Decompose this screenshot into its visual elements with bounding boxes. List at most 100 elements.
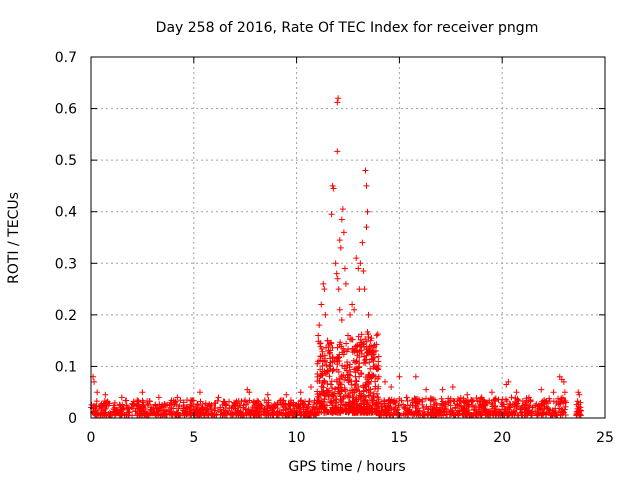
data-point	[359, 239, 366, 246]
data-point	[436, 407, 443, 414]
data-point	[114, 407, 121, 414]
data-point	[385, 400, 392, 407]
data-point	[375, 396, 382, 403]
data-point	[473, 395, 480, 402]
x-axis-label: GPS time / hours	[288, 459, 405, 475]
data-point	[356, 364, 363, 371]
data-point	[282, 410, 289, 417]
data-point	[382, 403, 389, 410]
data-point	[552, 405, 559, 412]
data-point	[370, 343, 377, 350]
data-point	[176, 403, 183, 410]
x-tick-label: 15	[390, 430, 408, 446]
data-point	[317, 366, 324, 373]
y-tick-label: 0.7	[55, 50, 77, 66]
data-point	[377, 400, 384, 407]
data-point	[255, 400, 262, 407]
data-point	[514, 396, 521, 403]
data-point	[517, 410, 524, 417]
data-point	[461, 399, 468, 406]
data-point	[243, 412, 250, 419]
data-point	[296, 404, 303, 411]
data-point	[336, 375, 343, 382]
data-point	[574, 398, 581, 405]
data-point	[316, 404, 323, 411]
data-point	[406, 408, 413, 415]
data-point	[264, 391, 271, 398]
data-point	[356, 388, 363, 395]
data-point	[297, 389, 304, 396]
data-point	[318, 383, 325, 390]
data-point	[335, 95, 342, 102]
data-point	[358, 331, 365, 338]
data-point	[125, 404, 132, 411]
data-point	[422, 395, 429, 402]
data-point	[373, 399, 380, 406]
data-point	[288, 408, 295, 415]
data-point	[330, 397, 337, 404]
data-point	[177, 397, 184, 404]
data-point	[508, 410, 515, 417]
data-point	[343, 367, 350, 374]
data-point	[367, 389, 374, 396]
data-point	[258, 411, 265, 418]
data-point	[346, 361, 353, 368]
data-point	[212, 399, 219, 406]
data-point	[349, 408, 356, 415]
data-point	[353, 342, 360, 349]
data-point	[362, 381, 369, 388]
data-point	[403, 394, 410, 401]
data-point	[345, 332, 351, 339]
data-point	[390, 411, 397, 418]
data-point	[327, 355, 334, 362]
data-point	[339, 206, 346, 213]
data-point	[191, 409, 198, 416]
data-point	[314, 397, 321, 404]
data-point	[102, 406, 109, 413]
data-point	[538, 386, 545, 393]
data-point	[465, 402, 472, 409]
data-point	[369, 409, 376, 416]
data-point	[521, 412, 528, 419]
data-point	[353, 387, 360, 394]
data-point	[355, 383, 362, 390]
data-point	[478, 411, 485, 418]
data-point	[394, 406, 401, 413]
data-point	[365, 371, 372, 378]
data-point	[110, 405, 117, 412]
data-point	[375, 353, 382, 360]
data-point	[358, 341, 365, 348]
data-point	[347, 311, 354, 318]
data-point	[575, 389, 582, 396]
data-point	[321, 392, 328, 399]
data-point	[358, 409, 365, 416]
data-point	[215, 394, 222, 401]
data-point	[433, 404, 440, 411]
data-point	[98, 404, 105, 411]
data-point	[398, 397, 405, 404]
data-point	[527, 397, 534, 404]
data-point	[335, 368, 342, 375]
data-point	[247, 411, 254, 418]
data-point	[376, 403, 383, 410]
data-point	[427, 397, 434, 404]
data-point	[94, 389, 101, 396]
data-point	[155, 394, 162, 401]
data-point	[272, 403, 279, 410]
data-point	[334, 148, 341, 155]
data-point	[139, 402, 146, 409]
data-point	[362, 374, 369, 381]
data-point	[353, 377, 360, 384]
data-point	[265, 409, 272, 416]
data-point	[161, 410, 168, 417]
data-point	[335, 286, 342, 293]
data-point	[545, 405, 552, 412]
data-point	[144, 400, 151, 407]
data-point	[125, 412, 132, 419]
data-point	[328, 398, 335, 405]
data-point	[158, 411, 165, 418]
data-point	[278, 397, 285, 404]
data-point	[358, 408, 365, 415]
data-point	[364, 208, 371, 215]
data-point	[494, 406, 501, 413]
